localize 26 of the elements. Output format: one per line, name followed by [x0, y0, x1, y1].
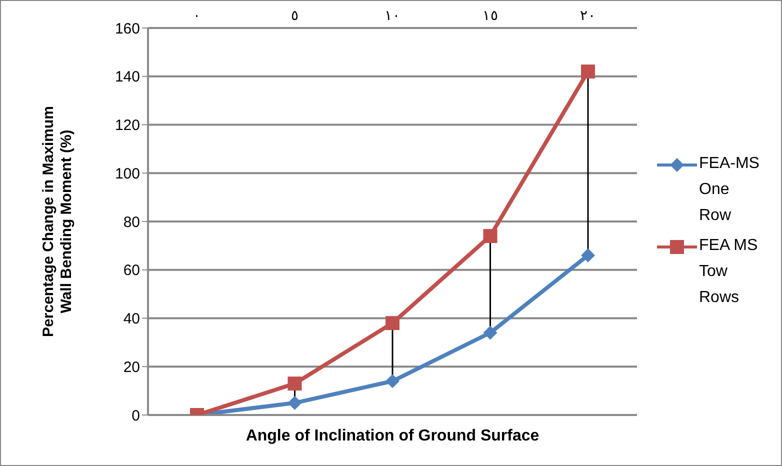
x-tick-label: ٥ — [290, 7, 299, 23]
y-tick-label: 120 — [114, 117, 140, 134]
y-tick-label: 20 — [123, 358, 140, 376]
y-tick-label: 160 — [114, 20, 140, 38]
x-axis-title: Angle of Inclination of Ground Surface — [246, 427, 540, 444]
x-tick-label: ١٠ — [384, 7, 400, 23]
x-tick-label: ٢٠ — [580, 7, 596, 23]
y-tick-label: 80 — [123, 214, 140, 231]
point — [288, 376, 302, 391]
point — [288, 396, 302, 410]
y-axis-title: Percentage Change in Maximum Wall Bending Moment (%) — [40, 106, 75, 337]
point — [386, 316, 400, 330]
y-tick-label: 0 — [132, 407, 140, 424]
y-tick-label: 140 — [114, 68, 140, 86]
point — [581, 64, 595, 79]
y-tick-label: 100 — [114, 165, 140, 182]
y-tick-label: 60 — [123, 262, 140, 280]
legend-label: FEA-MS One Row — [699, 154, 760, 226]
point — [386, 374, 400, 388]
point — [581, 248, 595, 262]
x-tick-label: ١٥ — [482, 7, 498, 23]
legend-label: FEA MS Tow Rows — [699, 236, 759, 308]
x-tick-label: ٠ — [193, 7, 201, 23]
point — [483, 229, 498, 244]
y-tick-label: 40 — [123, 310, 140, 328]
point — [483, 326, 498, 340]
